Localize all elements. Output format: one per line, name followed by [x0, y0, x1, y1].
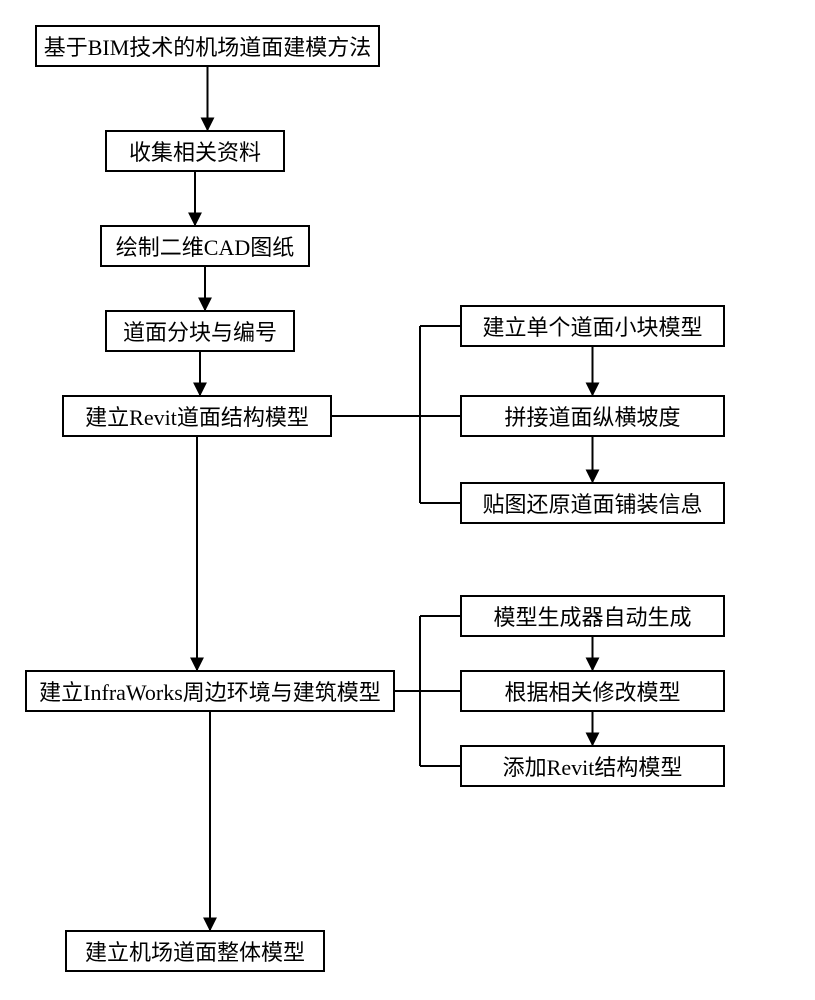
node-label: 基于BIM技术的机场道面建模方法: [44, 30, 372, 62]
node-n3: 绘制二维CAD图纸: [100, 225, 310, 267]
node-label: 收集相关资料: [129, 135, 261, 167]
node-n5b: 拼接道面纵横坡度: [460, 395, 725, 437]
node-label: 添加Revit结构模型: [503, 750, 683, 782]
node-n4: 道面分块与编号: [105, 310, 295, 352]
node-n6: 建立InfraWorks周边环境与建筑模型: [25, 670, 395, 712]
node-n5a: 建立单个道面小块模型: [460, 305, 725, 347]
node-n6c: 添加Revit结构模型: [460, 745, 725, 787]
node-label: 绘制二维CAD图纸: [116, 230, 294, 262]
node-label: 模型生成器自动生成: [493, 600, 691, 632]
node-n2: 收集相关资料: [105, 130, 285, 172]
node-n5c: 贴图还原道面铺装信息: [460, 482, 725, 524]
node-n6a: 模型生成器自动生成: [460, 595, 725, 637]
node-n7: 建立机场道面整体模型: [65, 930, 325, 972]
node-label: 建立Revit道面结构模型: [85, 400, 309, 432]
node-label: 拼接道面纵横坡度: [504, 400, 680, 432]
node-n1: 基于BIM技术的机场道面建模方法: [35, 25, 380, 67]
flowchart-canvas: 基于BIM技术的机场道面建模方法收集相关资料绘制二维CAD图纸道面分块与编号建立…: [0, 0, 815, 1000]
node-label: 根据相关修改模型: [504, 675, 680, 707]
node-label: 道面分块与编号: [123, 315, 277, 347]
node-label: 贴图还原道面铺装信息: [482, 487, 702, 519]
node-label: 建立InfraWorks周边环境与建筑模型: [39, 675, 381, 707]
node-n6b: 根据相关修改模型: [460, 670, 725, 712]
node-label: 建立机场道面整体模型: [85, 935, 305, 967]
node-n5: 建立Revit道面结构模型: [62, 395, 332, 437]
node-label: 建立单个道面小块模型: [482, 310, 702, 342]
